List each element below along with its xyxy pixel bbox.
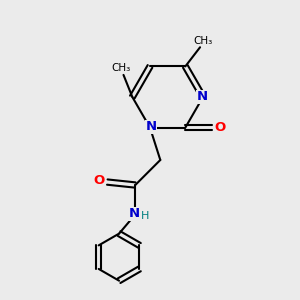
- Text: N: N: [145, 120, 156, 133]
- Text: N: N: [129, 207, 140, 220]
- Text: O: O: [93, 174, 105, 187]
- Text: N: N: [196, 91, 208, 103]
- Text: CH₃: CH₃: [111, 63, 130, 74]
- Text: CH₃: CH₃: [194, 36, 213, 46]
- Text: H: H: [140, 211, 149, 221]
- Text: O: O: [214, 121, 226, 134]
